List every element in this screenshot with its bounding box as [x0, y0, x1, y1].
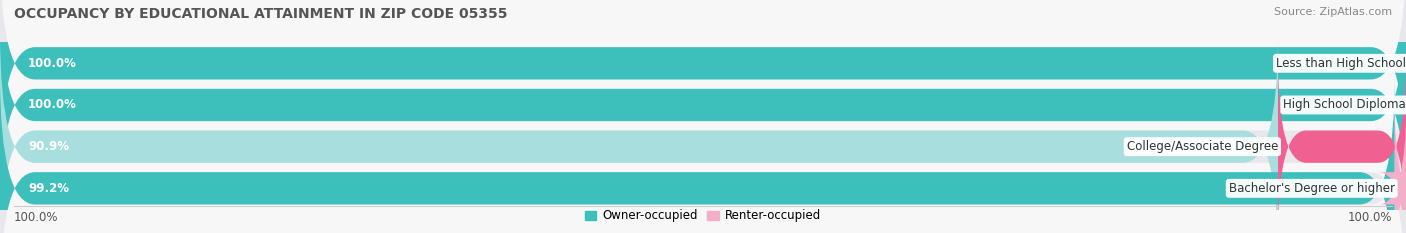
Text: 90.9%: 90.9%: [28, 140, 69, 153]
Text: 99.2%: 99.2%: [28, 182, 69, 195]
FancyBboxPatch shape: [0, 0, 1406, 177]
Text: Bachelor's Degree or higher: Bachelor's Degree or higher: [1229, 182, 1395, 195]
FancyBboxPatch shape: [0, 0, 1406, 219]
FancyBboxPatch shape: [1378, 100, 1406, 233]
FancyBboxPatch shape: [0, 33, 1406, 233]
Text: Less than High School: Less than High School: [1277, 57, 1406, 70]
Text: Source: ZipAtlas.com: Source: ZipAtlas.com: [1274, 7, 1392, 17]
Text: 100.0%: 100.0%: [28, 99, 77, 111]
Text: OCCUPANCY BY EDUCATIONAL ATTAINMENT IN ZIP CODE 05355: OCCUPANCY BY EDUCATIONAL ATTAINMENT IN Z…: [14, 7, 508, 21]
FancyBboxPatch shape: [1278, 59, 1406, 233]
FancyBboxPatch shape: [0, 33, 1278, 233]
FancyBboxPatch shape: [0, 74, 1406, 233]
Text: 100.0%: 100.0%: [14, 211, 59, 224]
Text: High School Diploma: High School Diploma: [1284, 99, 1406, 111]
Legend: Owner-occupied, Renter-occupied: Owner-occupied, Renter-occupied: [579, 205, 827, 227]
Text: College/Associate Degree: College/Associate Degree: [1126, 140, 1278, 153]
Text: 100.0%: 100.0%: [28, 57, 77, 70]
FancyBboxPatch shape: [0, 0, 1406, 177]
FancyBboxPatch shape: [0, 74, 1395, 233]
Text: 100.0%: 100.0%: [1347, 211, 1392, 224]
FancyBboxPatch shape: [0, 0, 1406, 219]
